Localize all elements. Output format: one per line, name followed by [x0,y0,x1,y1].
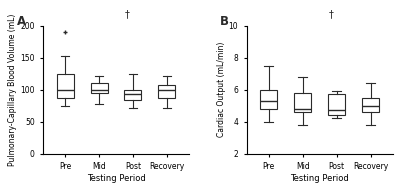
Text: †: † [329,9,334,19]
PathPatch shape [158,85,176,98]
Y-axis label: Pulmonary-Capillary Blood Volume (mL): Pulmonary-Capillary Blood Volume (mL) [8,13,17,166]
Text: B: B [220,15,229,28]
PathPatch shape [328,94,345,115]
PathPatch shape [91,83,107,93]
PathPatch shape [260,90,277,109]
Y-axis label: Cardiac Output (mL/min): Cardiac Output (mL/min) [217,42,226,137]
PathPatch shape [57,74,73,98]
X-axis label: Testing Period: Testing Period [87,174,146,183]
PathPatch shape [362,98,379,112]
PathPatch shape [124,90,142,100]
X-axis label: Testing Period: Testing Period [290,174,349,183]
Text: A: A [17,15,26,28]
Text: †: † [125,9,130,19]
PathPatch shape [294,93,311,112]
